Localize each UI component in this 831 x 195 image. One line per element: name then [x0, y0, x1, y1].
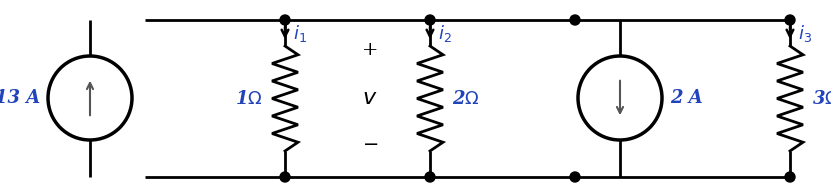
Text: +: +: [361, 41, 378, 59]
Circle shape: [425, 15, 435, 25]
Text: 13 A: 13 A: [0, 89, 40, 107]
Text: $i_1$: $i_1$: [293, 24, 307, 44]
Circle shape: [570, 15, 580, 25]
Circle shape: [570, 172, 580, 182]
Text: 3$\Omega$: 3$\Omega$: [812, 90, 831, 107]
Text: $v$: $v$: [362, 87, 378, 109]
Text: 1$\Omega$: 1$\Omega$: [235, 90, 263, 107]
Circle shape: [785, 15, 795, 25]
Text: $i_3$: $i_3$: [798, 24, 812, 44]
Circle shape: [280, 172, 290, 182]
Text: 2 A: 2 A: [670, 89, 703, 107]
Text: $-$: $-$: [361, 134, 378, 152]
Text: $i_2$: $i_2$: [438, 24, 452, 44]
Text: 2$\Omega$: 2$\Omega$: [452, 90, 479, 107]
Circle shape: [785, 172, 795, 182]
Circle shape: [280, 15, 290, 25]
Circle shape: [425, 172, 435, 182]
